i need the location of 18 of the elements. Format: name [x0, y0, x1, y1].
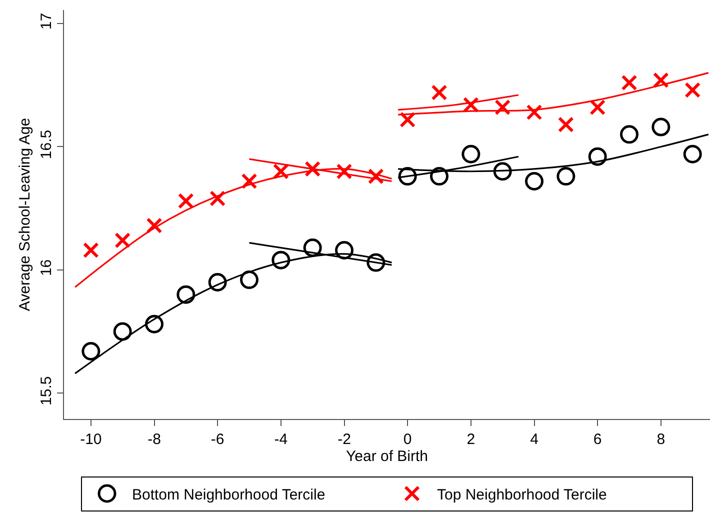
legend-label: Top Neighborhood Tercile [437, 486, 607, 504]
x-tick-label: -2 [338, 431, 351, 448]
x-tick-label: 0 [403, 431, 412, 448]
y-axis-title: Average School-Leaving Age [16, 118, 34, 312]
x-tick-label: -4 [274, 431, 288, 448]
x-tick-label: -6 [210, 431, 224, 448]
x-tick-label: -10 [80, 431, 102, 448]
y-tick-label: 16.5 [38, 130, 55, 160]
x-tick-label: -8 [148, 431, 161, 448]
y-tick-label: 15.5 [38, 376, 55, 406]
x-tick-label: 6 [593, 431, 602, 448]
legend-label: Bottom Neighborhood Tercile [132, 486, 326, 504]
y-tick-label: 17 [38, 12, 55, 30]
x-tick-label: 2 [466, 431, 476, 448]
y-tick-label: 16 [38, 259, 55, 276]
x-tick-label: 8 [656, 431, 666, 448]
x-axis-title: Year of Birth [346, 448, 428, 465]
x-tick-label: 4 [530, 431, 538, 448]
